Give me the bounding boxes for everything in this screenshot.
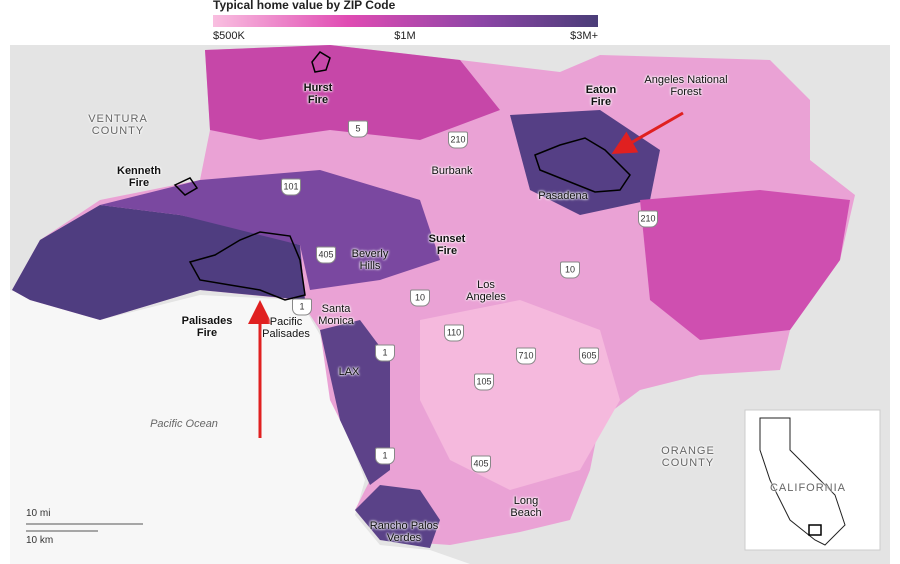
zip-area-dark: [320, 320, 390, 485]
fire-label: Palisades Fire: [181, 315, 233, 339]
zip-area-dark: [12, 205, 305, 320]
scale-label: 10 km: [26, 535, 54, 546]
highway-shield: 105: [474, 373, 494, 391]
highway-shield: 1: [292, 298, 312, 316]
california-outline: [759, 417, 846, 546]
place-label: Long Beach: [510, 495, 542, 519]
highway-shield: 210: [448, 131, 468, 149]
fire-perimeter: [534, 137, 631, 193]
legend-label: $3M+: [570, 30, 598, 42]
highway-shield: 405: [316, 246, 336, 264]
region-label: ORANGE COUNTY: [661, 445, 715, 469]
place-label: Beverly Hills: [351, 248, 389, 272]
zip-area-magenta: [205, 45, 500, 140]
fire-label: Eaton Fire: [585, 84, 617, 108]
fire-label: Sunset Fire: [428, 233, 466, 257]
zip-area-dark: [355, 485, 440, 548]
scale-label: 10 mi: [26, 508, 51, 519]
place-label: Los Angeles: [466, 279, 506, 303]
zip-area-magenta: [640, 190, 850, 340]
legend-label: $1M: [394, 30, 416, 42]
ocean: [10, 290, 470, 564]
highway-shield: 1: [375, 447, 395, 465]
fire-label: Kenneth Fire: [117, 165, 161, 189]
highway-shield: 210: [638, 210, 658, 228]
region-label: VENTURA COUNTY: [88, 113, 148, 137]
zip-area-light: [420, 300, 620, 490]
place-label: LAX: [338, 366, 360, 378]
highway-shield: 101: [281, 178, 301, 196]
region-label: Angeles National Forest: [644, 74, 728, 98]
zip-area-purple: [100, 170, 440, 290]
highway-shield: 405: [471, 455, 491, 473]
inset-box: [808, 524, 822, 536]
fire-perimeter: [173, 177, 199, 196]
region-label: CALIFORNIA: [769, 482, 846, 494]
fire-perimeter: [311, 51, 331, 73]
place-label: Pasadena: [538, 190, 588, 202]
highway-shield: 1: [375, 344, 395, 362]
highway-shield: 605: [579, 347, 599, 365]
legend-title: Typical home value by ZIP Code: [213, 0, 396, 12]
place-label: Burbank: [431, 165, 473, 177]
legend-label: $500K: [213, 30, 245, 42]
highway-shield: 110: [444, 324, 464, 342]
highway-shield: 5: [348, 120, 368, 138]
highway-shield: 10: [410, 289, 430, 307]
fire-perimeter: [188, 231, 306, 301]
region-label: Pacific Ocean: [150, 418, 218, 430]
legend-bar: [213, 15, 598, 27]
place-label: Pacific Palisades: [262, 316, 310, 340]
arrow: [611, 111, 684, 154]
highway-shield: 10: [560, 261, 580, 279]
fire-label: Hurst Fire: [303, 82, 333, 106]
highway-shield: 710: [516, 347, 536, 365]
place-label: Santa Monica: [318, 303, 354, 327]
place-label: Rancho Palos Verdes: [369, 520, 439, 544]
